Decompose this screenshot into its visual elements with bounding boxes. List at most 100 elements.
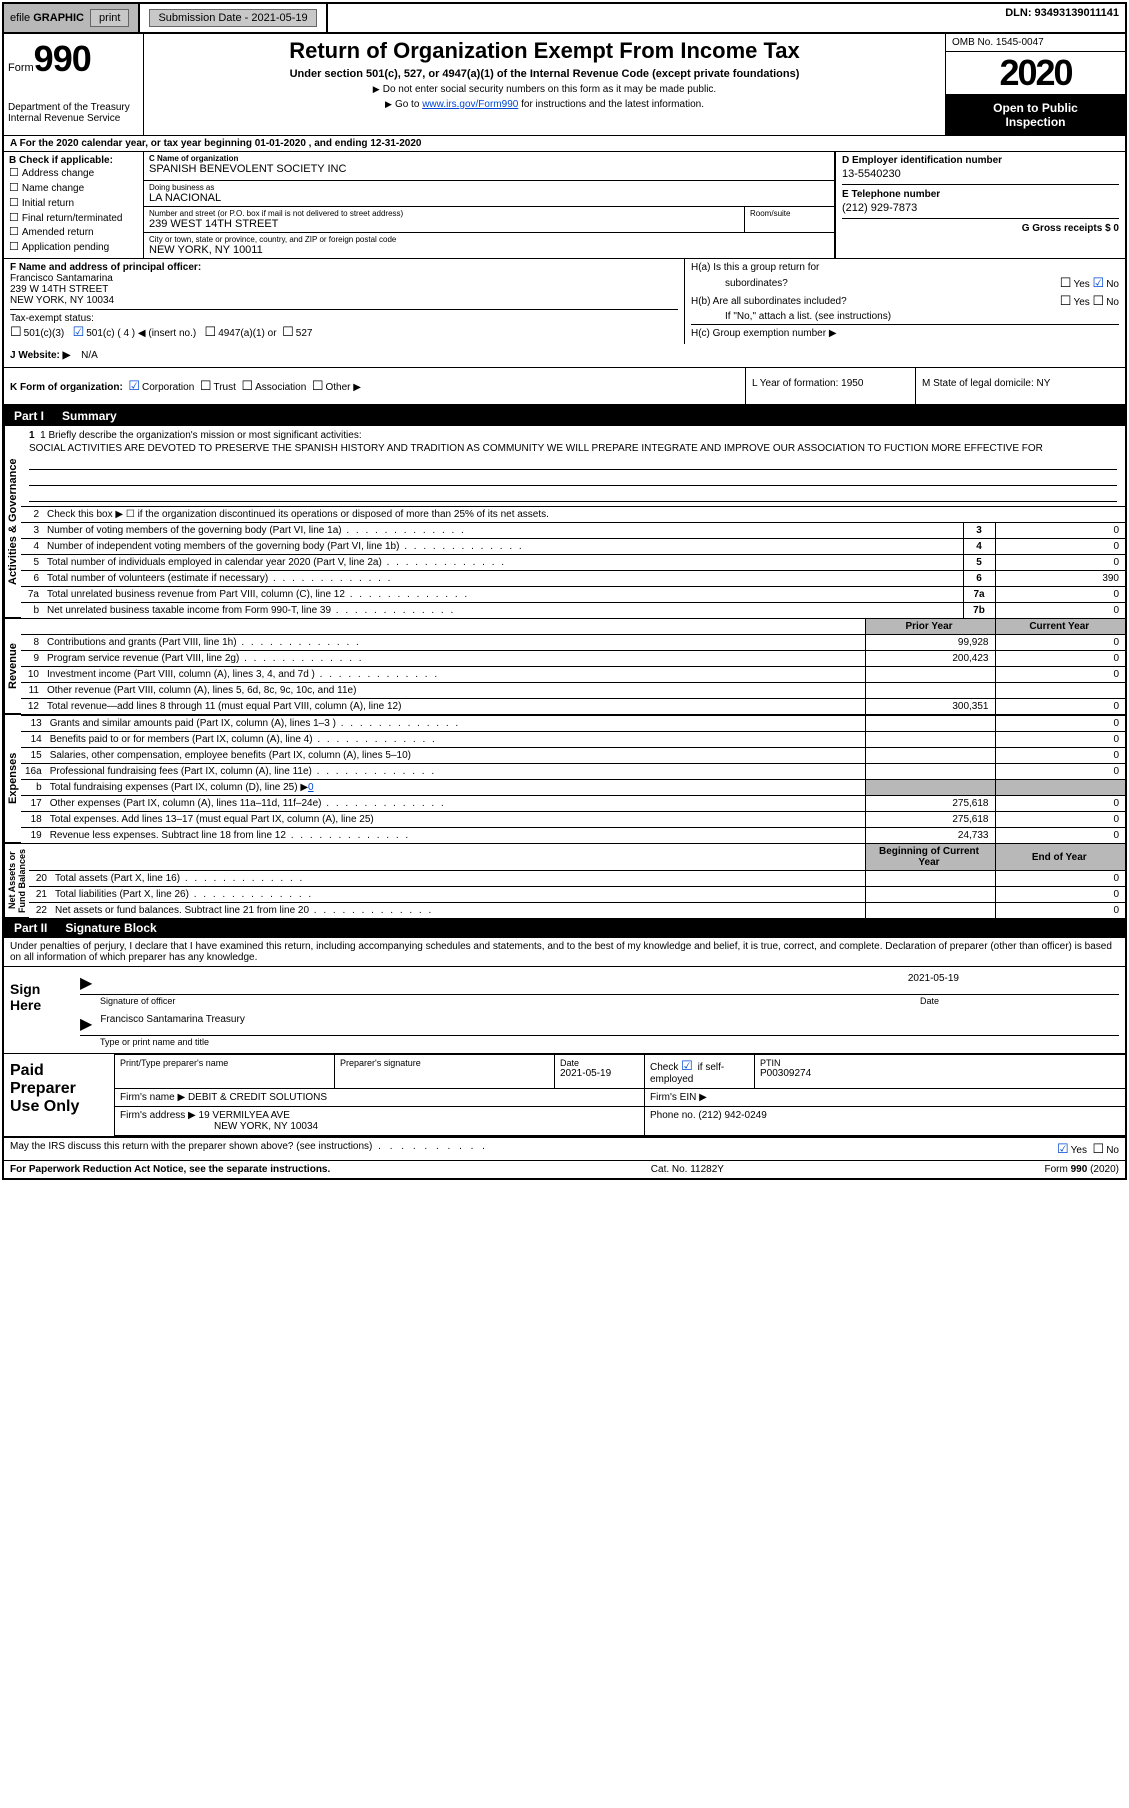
hc-row: H(c) Group exemption number ▶	[691, 324, 1119, 339]
sign-here-label: Sign Here	[4, 967, 74, 1053]
chk-assoc[interactable]	[241, 382, 255, 393]
revenue-section: Revenue Prior YearCurrent Year 8Contribu…	[4, 618, 1125, 714]
top-bar: efile GRAPHIC print Submission Date - 20…	[4, 4, 1125, 34]
hb-note: If "No," attach a list. (see instruction…	[691, 311, 891, 322]
header-mid: Return of Organization Exempt From Incom…	[144, 34, 945, 135]
org-name-box: C Name of organization SPANISH BENEVOLEN…	[144, 152, 835, 181]
addr-row: Number and street (or P.O. box if mail i…	[144, 207, 835, 233]
form990-link[interactable]: www.irs.gov/Form990	[422, 99, 518, 110]
chk-initial-return[interactable]: Initial return	[9, 196, 138, 211]
chk-4947[interactable]	[205, 328, 219, 339]
ptin-val: P00309274	[760, 1068, 1120, 1079]
chk-trust[interactable]	[200, 382, 214, 393]
summary-section: Activities & Governance 1 1 Briefly desc…	[4, 426, 1125, 618]
preparer-table: Print/Type preparer's name Preparer's si…	[114, 1054, 1125, 1136]
print-button[interactable]: print	[90, 9, 129, 27]
firm-ein-lab: Firm's EIN ▶	[650, 1092, 707, 1103]
sign-fields: ▶ 2021-05-19 Signature of officerDate ▶ …	[74, 967, 1125, 1053]
footer-bottom: For Paperwork Reduction Act Notice, see …	[4, 1161, 1125, 1178]
row-7b: bNet unrelated business taxable income f…	[21, 603, 1125, 619]
col-m: M State of legal domicile: NY	[915, 368, 1125, 404]
hb-no[interactable]	[1093, 297, 1107, 308]
sig-officer-line: ▶ 2021-05-19	[80, 973, 1119, 995]
part1-header: Part I Summary	[4, 406, 1125, 426]
k-label: K Form of organization:	[10, 382, 123, 393]
website-value: N/A	[81, 350, 98, 361]
inst-2: Go to www.irs.gov/Form990 for instructio…	[152, 99, 937, 110]
tax-year: 2020	[946, 52, 1125, 94]
chk-527[interactable]	[282, 328, 296, 339]
prep-row2: Firm's name ▶ DEBIT & CREDIT SOLUTIONS F…	[115, 1089, 1126, 1107]
room-box: Room/suite	[745, 207, 835, 233]
dba-value: LA NACIONAL	[149, 192, 829, 204]
row-16b: bTotal fundraising expenses (Part IX, co…	[21, 780, 1125, 796]
form-subtitle: Under section 501(c), 527, or 4947(a)(1)…	[152, 68, 937, 80]
hc-label: H(c) Group exemption number ▶	[691, 328, 837, 339]
form-header: Form 990 Department of the Treasury Inte…	[4, 34, 1125, 136]
hb-yes[interactable]	[1060, 297, 1074, 308]
open-to-public: Open to Public Inspection	[946, 95, 1125, 135]
discuss-no[interactable]	[1093, 1145, 1107, 1156]
chk-address-change[interactable]: Address change	[9, 166, 138, 181]
phone-value: (212) 929-7873	[842, 202, 1119, 214]
rev-content: Prior YearCurrent Year 8Contributions an…	[21, 619, 1125, 714]
row-klm: K Form of organization: Corporation Trus…	[4, 368, 1125, 406]
open-line2: Inspection	[950, 115, 1121, 129]
opt-527: 527	[296, 328, 313, 339]
opt-501c3: 501(c)(3)	[24, 328, 65, 339]
chk-corp[interactable]	[128, 382, 142, 393]
header-right: OMB No. 1545-0047 2020 Open to Public In…	[945, 34, 1125, 135]
ha-yes[interactable]	[1060, 279, 1074, 290]
chk-name-change[interactable]: Name change	[9, 181, 138, 196]
website-label: J Website: ▶	[10, 350, 70, 361]
exp-table: 13Grants and similar amounts paid (Part …	[21, 715, 1125, 843]
side-net: Net Assets or Fund Balances	[4, 844, 29, 918]
row-2: 2Check this box ▶ ☐ if the organization …	[21, 507, 1125, 523]
open-line1: Open to Public	[950, 101, 1121, 115]
chk-pending[interactable]: Application pending	[9, 240, 138, 255]
street-box: Number and street (or P.O. box if mail i…	[144, 207, 745, 233]
arrow-icon: ▶	[80, 973, 92, 993]
net-header: Beginning of Current YearEnd of Year	[29, 844, 1125, 871]
form-number: Form 990	[8, 38, 139, 80]
chk-amended[interactable]: Amended return	[9, 225, 138, 240]
city-box: City or town, state or province, country…	[144, 233, 835, 258]
sig-officer-label: Signature of officer	[80, 996, 175, 1006]
prep-date: 2021-05-19	[560, 1068, 639, 1079]
row-19: 19Revenue less expenses. Subtract line 1…	[21, 828, 1125, 844]
officer-name: Francisco Santamarina	[10, 273, 113, 284]
year-box: 2020	[946, 52, 1125, 95]
prep-date-lab: Date	[560, 1058, 639, 1068]
chk-final-return[interactable]: Final return/terminated	[9, 211, 138, 226]
ein-label: D Employer identification number	[842, 155, 1119, 166]
col-d: D Employer identification number 13-5540…	[835, 152, 1125, 258]
mission-box: 1 1 Briefly describe the organization's …	[21, 426, 1125, 506]
discuss-yes[interactable]	[1057, 1145, 1071, 1156]
chk-501c3[interactable]	[10, 328, 24, 339]
row-a-text: A For the 2020 calendar year, or tax yea…	[10, 138, 421, 149]
prep-check-pre: Check	[650, 1062, 678, 1073]
ha-no[interactable]	[1093, 279, 1107, 290]
entity-block: B Check if applicable: Address change Na…	[4, 152, 1125, 258]
row-20: 20Total assets (Part X, line 16)0	[29, 871, 1125, 887]
row-16a: 16aProfessional fundraising fees (Part I…	[21, 764, 1125, 780]
firm-addr2: NEW YORK, NY 10034	[120, 1121, 318, 1132]
gross-receipts: G Gross receipts $ 0	[842, 223, 1119, 234]
col-c: C Name of organization SPANISH BENEVOLEN…	[144, 152, 835, 258]
opt-501c: 501(c) ( 4 ) ◀ (insert no.)	[86, 328, 196, 339]
row-a: A For the 2020 calendar year, or tax yea…	[4, 136, 1125, 152]
ein-value: 13-5540230	[842, 168, 1119, 180]
chk-other[interactable]	[312, 382, 326, 393]
chk-self-employed[interactable]	[681, 1062, 695, 1073]
ptin-lab: PTIN	[760, 1058, 1120, 1068]
street-value: 239 WEST 14TH STREET	[149, 218, 739, 230]
hb-note-row: If "No," attach a list. (see instruction…	[691, 311, 1119, 322]
chk-501c[interactable]	[73, 328, 87, 339]
row-18: 18Total expenses. Add lines 13–17 (must …	[21, 812, 1125, 828]
prep-row3: Firm's address ▶ 19 VERMILYEA AVENEW YOR…	[115, 1107, 1126, 1136]
net-content: Beginning of Current YearEnd of Year 20T…	[29, 844, 1125, 918]
row-11: 11Other revenue (Part VIII, column (A), …	[21, 683, 1125, 699]
submission-date-button[interactable]: Submission Date - 2021-05-19	[149, 9, 316, 27]
fundraising-link[interactable]: 0	[308, 782, 314, 793]
exp-content: 13Grants and similar amounts paid (Part …	[21, 715, 1125, 843]
